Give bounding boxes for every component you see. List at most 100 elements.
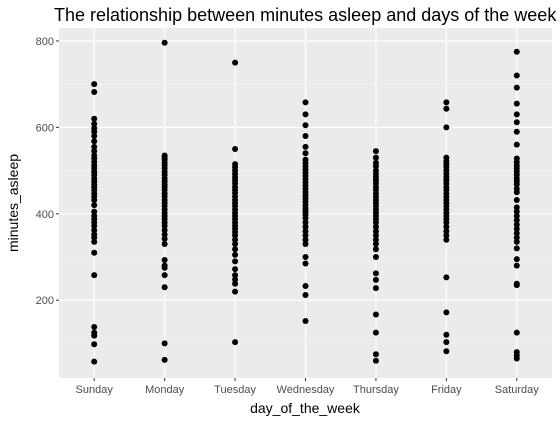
data-point	[513, 119, 520, 126]
data-point	[232, 276, 239, 283]
data-point	[91, 81, 98, 88]
data-point	[232, 258, 239, 265]
data-point	[232, 251, 239, 258]
y-axis-ticks: 200 400 600 800	[36, 36, 59, 307]
data-point	[232, 246, 239, 253]
data-point	[372, 159, 379, 166]
data-point	[372, 311, 379, 318]
data-point	[302, 228, 309, 235]
data-point	[302, 150, 309, 157]
data-point	[91, 249, 98, 256]
data-point	[443, 309, 450, 316]
y-tick-label: 400	[36, 209, 54, 221]
data-point	[302, 111, 309, 118]
data-point	[302, 292, 309, 299]
data-point	[232, 59, 239, 66]
data-point	[513, 256, 520, 263]
data-point	[302, 317, 309, 324]
data-point	[232, 280, 239, 287]
data-point	[232, 161, 239, 168]
y-axis-title: minutes_asleep	[5, 154, 21, 252]
y-tick-label: 800	[36, 36, 54, 48]
data-point	[91, 133, 98, 140]
data-point	[161, 152, 168, 159]
data-point	[91, 152, 98, 159]
data-point	[372, 351, 379, 358]
data-point	[91, 212, 98, 219]
data-point	[372, 232, 379, 239]
x-axis-title: day_of_the_week	[250, 400, 361, 416]
x-tick-label: Tuesday	[214, 384, 256, 396]
data-point	[91, 231, 98, 238]
data-point	[232, 339, 239, 346]
data-point	[513, 84, 520, 91]
data-point	[513, 208, 520, 215]
data-point	[372, 241, 379, 248]
data-point	[91, 358, 98, 365]
x-tick-label: Thursday	[353, 384, 399, 396]
data-point	[513, 349, 520, 356]
data-point	[443, 348, 450, 355]
data-point	[302, 133, 309, 140]
data-point	[513, 212, 520, 219]
data-point	[443, 99, 450, 106]
data-point	[372, 285, 379, 292]
data-point	[302, 254, 309, 261]
data-point	[513, 111, 520, 118]
data-point	[161, 340, 168, 347]
data-point	[372, 276, 379, 283]
data-point	[372, 357, 379, 364]
data-point	[302, 236, 309, 243]
data-point	[443, 274, 450, 281]
x-axis-ticks: Sunday Monday Tuesday Wednesday Thursday Frid…	[76, 378, 539, 396]
x-tick-label: Friday	[431, 384, 462, 396]
data-point	[161, 262, 168, 269]
data-point	[513, 329, 520, 336]
data-point	[91, 238, 98, 245]
data-point	[91, 202, 98, 209]
data-point	[232, 236, 239, 243]
data-point	[513, 238, 520, 245]
data-point	[232, 272, 239, 279]
data-point	[513, 262, 520, 269]
data-point	[91, 329, 98, 336]
data-point	[513, 48, 520, 55]
data-point	[513, 155, 520, 162]
data-point	[513, 204, 520, 211]
data-point	[161, 257, 168, 264]
data-point	[302, 282, 309, 289]
data-point	[161, 235, 168, 242]
data-point	[372, 329, 379, 336]
data-point	[372, 148, 379, 155]
data-point	[443, 232, 450, 239]
data-point	[443, 154, 450, 161]
data-point	[513, 217, 520, 224]
data-point	[91, 227, 98, 234]
x-tick-label: Wednesday	[277, 384, 335, 396]
data-point	[302, 143, 309, 150]
data-point	[372, 236, 379, 243]
data-point	[372, 246, 379, 253]
data-point	[372, 228, 379, 235]
data-point	[302, 223, 309, 230]
data-point	[513, 100, 520, 107]
data-point	[91, 341, 98, 348]
data-point	[161, 241, 168, 248]
x-tick-label: Sunday	[76, 384, 114, 396]
data-point	[513, 141, 520, 148]
data-point	[91, 148, 98, 155]
data-point	[302, 99, 309, 106]
data-point	[302, 241, 309, 248]
data-point	[161, 39, 168, 46]
data-point	[443, 331, 450, 338]
data-point	[513, 230, 520, 237]
data-point	[302, 156, 309, 163]
data-point	[372, 270, 379, 277]
data-point	[232, 266, 239, 273]
data-point	[372, 167, 379, 174]
chart-title: The relationship between minutes asleep …	[54, 5, 557, 25]
data-point	[302, 232, 309, 239]
data-point	[443, 228, 450, 235]
data-point	[91, 143, 98, 150]
